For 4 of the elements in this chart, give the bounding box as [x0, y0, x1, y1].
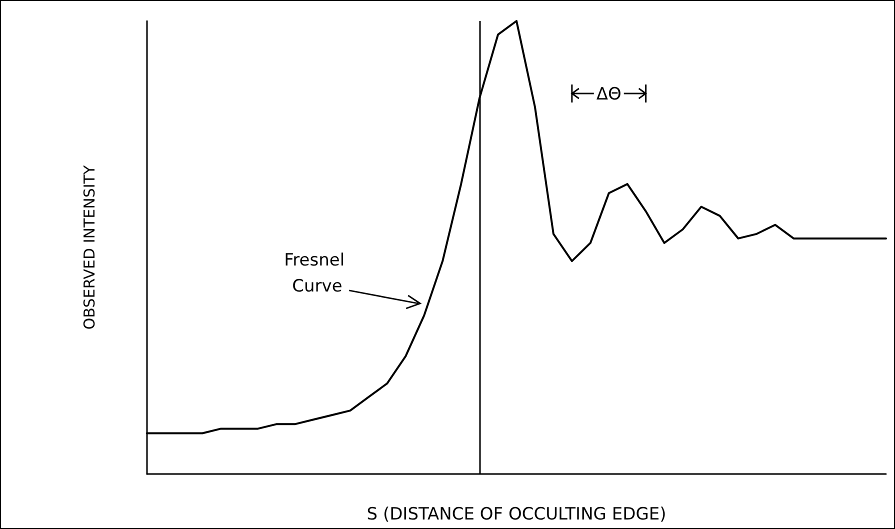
- x-axis-title: S (DISTANCE OF OCCULTING EDGE): [366, 504, 666, 524]
- annotation: ΔΘ: [596, 84, 622, 104]
- annotation: Fresnel Curve: [284, 250, 345, 296]
- y-axis-title: OBSERVED INTENSITY: [80, 164, 98, 330]
